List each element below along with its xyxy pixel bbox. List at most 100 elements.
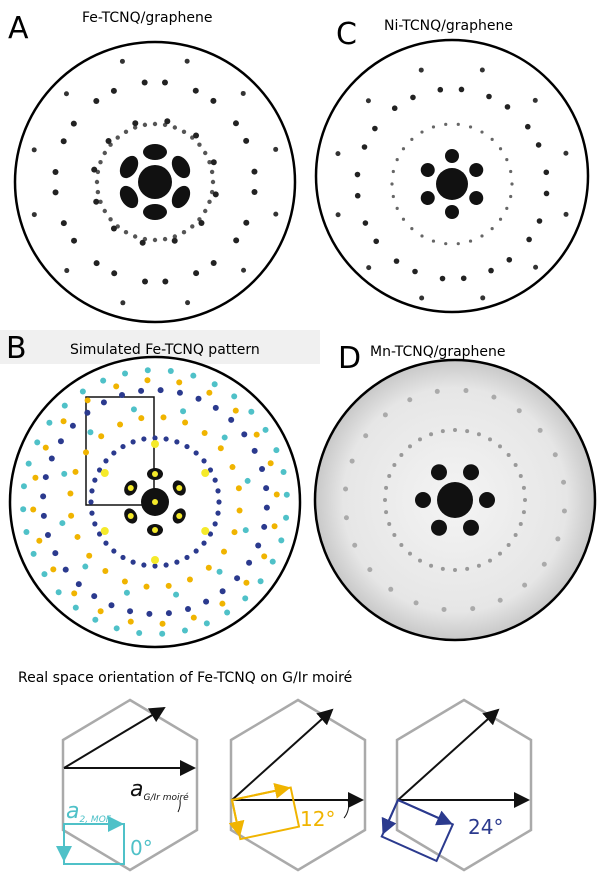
spot xyxy=(165,610,172,617)
spot xyxy=(235,485,242,492)
spot xyxy=(57,438,64,445)
spot xyxy=(215,488,221,494)
spot xyxy=(261,523,268,530)
spot xyxy=(498,217,503,221)
spot xyxy=(518,474,523,479)
spot xyxy=(71,590,78,597)
spot xyxy=(94,179,100,185)
hexagon xyxy=(61,698,199,872)
spot xyxy=(453,568,457,572)
spot xyxy=(98,199,103,205)
spot xyxy=(119,58,125,64)
spot xyxy=(413,600,419,606)
spot xyxy=(439,275,446,282)
spot xyxy=(152,563,158,569)
spot xyxy=(283,491,290,498)
spot xyxy=(224,609,231,616)
spot xyxy=(506,256,513,263)
spot xyxy=(444,242,448,246)
spot xyxy=(365,98,371,104)
hexagons xyxy=(61,698,533,872)
spot xyxy=(216,568,223,575)
spot xyxy=(510,182,514,186)
panel-label: A xyxy=(8,11,29,46)
spot xyxy=(541,561,547,567)
spot xyxy=(151,556,159,564)
spot xyxy=(419,295,425,301)
spot xyxy=(391,194,395,199)
spot xyxy=(476,432,481,437)
spot xyxy=(335,212,341,218)
angle-arc xyxy=(177,799,181,813)
spot xyxy=(476,563,481,568)
spot xyxy=(111,270,118,277)
spot xyxy=(463,388,469,394)
spot xyxy=(32,474,39,481)
spot xyxy=(430,519,447,536)
spot xyxy=(123,129,129,134)
spot xyxy=(232,407,239,414)
spot xyxy=(212,477,218,483)
spot xyxy=(453,428,457,432)
spot xyxy=(456,242,460,246)
spot xyxy=(255,542,262,549)
spot xyxy=(20,506,27,513)
spot xyxy=(497,551,502,556)
spot xyxy=(543,169,550,176)
spot xyxy=(445,149,459,163)
spot xyxy=(555,536,561,542)
spot xyxy=(373,238,380,245)
spot xyxy=(393,258,400,264)
spot xyxy=(192,87,199,94)
moire-vectors xyxy=(63,706,530,808)
spot xyxy=(152,435,158,441)
spot xyxy=(429,432,434,437)
spot xyxy=(180,408,187,415)
spot xyxy=(535,142,542,148)
spot xyxy=(34,439,41,446)
spot xyxy=(231,529,238,536)
arrow xyxy=(381,799,399,835)
spot xyxy=(234,575,241,582)
spot xyxy=(84,409,91,416)
spot xyxy=(257,578,264,585)
spot xyxy=(521,510,526,515)
spot xyxy=(92,521,98,527)
spot xyxy=(201,540,207,546)
spot xyxy=(524,123,531,130)
spot xyxy=(420,234,424,238)
spot xyxy=(391,105,398,112)
spot xyxy=(123,589,130,596)
angle-label: 24° xyxy=(468,815,503,839)
spot xyxy=(269,558,276,565)
spot xyxy=(233,237,240,244)
spot xyxy=(120,554,126,561)
spot xyxy=(244,477,251,484)
spot xyxy=(98,433,105,440)
spot xyxy=(563,150,569,156)
spot xyxy=(193,132,200,139)
mof-cell xyxy=(63,823,125,865)
panel-title: Ni-TCNQ/graphene xyxy=(384,18,513,34)
spot xyxy=(171,155,191,179)
spot xyxy=(113,383,120,390)
spot xyxy=(263,504,270,511)
spot xyxy=(410,226,414,231)
arrow xyxy=(397,799,453,826)
spot xyxy=(217,445,224,452)
spot xyxy=(201,527,210,535)
spot xyxy=(352,542,358,548)
spot xyxy=(420,163,435,177)
spot xyxy=(497,597,503,603)
spot xyxy=(243,219,250,226)
spot xyxy=(460,275,467,282)
spot xyxy=(458,86,465,93)
spot xyxy=(201,458,207,464)
spot xyxy=(201,469,210,477)
spot xyxy=(253,431,260,438)
spot xyxy=(243,137,250,144)
spot xyxy=(119,391,126,398)
spot xyxy=(387,521,392,526)
panel-title: Fe-TCNQ/graphene xyxy=(82,10,212,26)
spot xyxy=(241,431,248,438)
